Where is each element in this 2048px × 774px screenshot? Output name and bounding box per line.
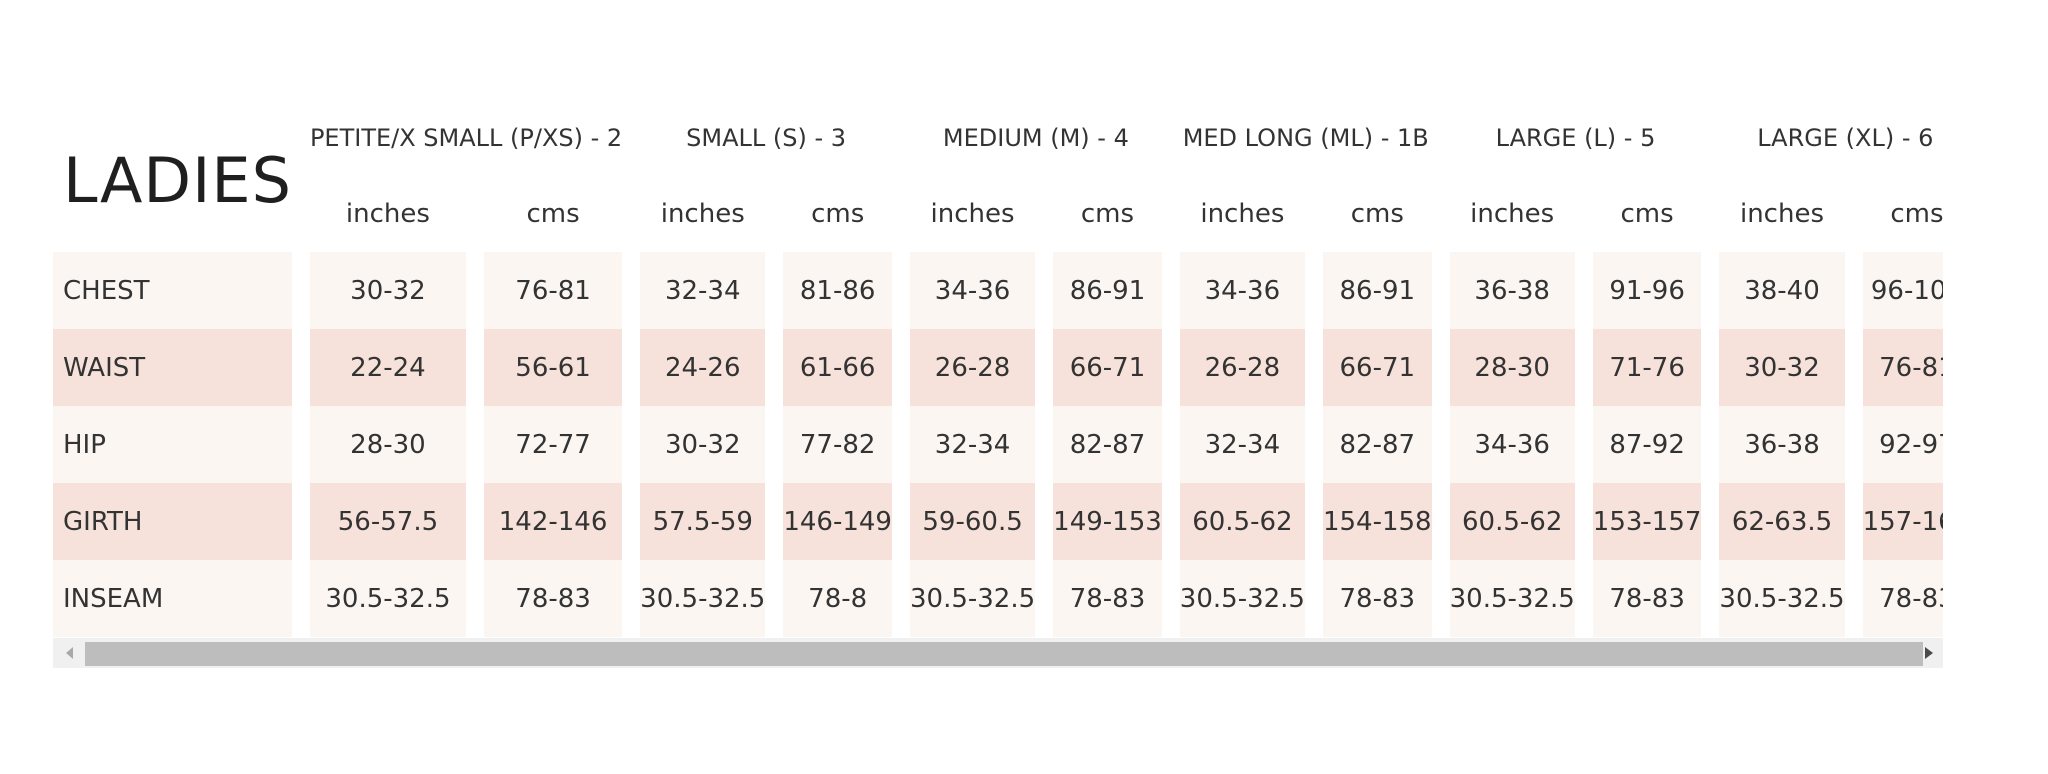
- inches-value-cell: 22-24: [309, 329, 466, 406]
- inches-value-cell: 32-34: [909, 406, 1036, 483]
- cms-value-cell: 86-91: [1322, 252, 1432, 329]
- inches-value-cell: 60.5-62: [1179, 483, 1305, 560]
- inches-value-cell: 30.5-32.5: [640, 560, 766, 637]
- measurement-label: INSEAM: [53, 560, 292, 637]
- cms-value-cell: 56-61: [483, 329, 623, 406]
- unit-cms-header: cms: [811, 199, 865, 229]
- cms-value-cell: 78-83: [1592, 560, 1702, 637]
- unit-cms-header: cms: [1620, 199, 1674, 229]
- unit-inches-header: inches: [1739, 199, 1825, 229]
- cms-value-cell: 78-83: [483, 560, 623, 637]
- table-row: GIRTH 56-57.5 142-146 57.5-59 146-149 59-60.5…: [53, 483, 1943, 560]
- cms-value-cell: 153-157: [1592, 483, 1702, 560]
- cms-value-cell: 71-76: [1592, 329, 1702, 406]
- measurement-label: GIRTH: [53, 483, 292, 560]
- inches-value-cell: 30.5-32.5: [1719, 560, 1845, 637]
- unit-header-row: inches cms inches cms inches cms inches …: [53, 176, 1943, 252]
- cms-value-cell: 82-87: [1322, 406, 1432, 483]
- inches-value-cell: 34-36: [1179, 252, 1305, 329]
- unit-inches-header: inches: [1200, 199, 1285, 229]
- cms-value-cell: 72-77: [483, 406, 623, 483]
- cms-value-cell: 91-96: [1592, 252, 1702, 329]
- inches-value-cell: 32-34: [1179, 406, 1305, 483]
- size-header: LARGE (XL) - 6: [1757, 124, 1934, 152]
- size-header: SMALL (S) - 3: [686, 124, 847, 152]
- chart-title: LADIES: [63, 144, 292, 217]
- size-chart-viewport: LADIES PETITE/X SMALL (P/XS) - 2 SMALL (…: [53, 100, 1943, 668]
- cms-value-cell: 81-86: [783, 252, 892, 329]
- cms-value-cell: 92-97: [1862, 406, 1943, 483]
- cms-value-cell: 78-8: [783, 560, 892, 637]
- inches-value-cell: 26-28: [909, 329, 1036, 406]
- unit-cms-header: cms: [1350, 199, 1404, 229]
- inches-value-cell: 36-38: [1449, 252, 1575, 329]
- inches-value-cell: 32-34: [640, 252, 766, 329]
- inches-value-cell: 30-32: [309, 252, 466, 329]
- table-row: CHEST 30-32 76-81 32-34 81-86 34-36 86-91 34-36…: [53, 252, 1943, 329]
- table-row: HIP 28-30 72-77 30-32 77-82 32-34 82-87 32-34 82…: [53, 406, 1943, 483]
- unit-inches-header: inches: [660, 199, 745, 229]
- cms-value-cell: 78-83: [1862, 560, 1943, 637]
- size-header: LARGE (L) - 5: [1495, 124, 1656, 152]
- unit-inches-header: inches: [930, 199, 1015, 229]
- inches-value-cell: 62-63.5: [1719, 483, 1845, 560]
- inches-value-cell: 28-30: [309, 406, 466, 483]
- unit-inches-header: inches: [1470, 199, 1555, 229]
- measurement-label: WAIST: [53, 329, 292, 406]
- inches-value-cell: 26-28: [1179, 329, 1305, 406]
- inches-value-cell: 28-30: [1449, 329, 1575, 406]
- inches-value-cell: 34-36: [1449, 406, 1575, 483]
- inches-value-cell: 59-60.5: [909, 483, 1036, 560]
- inches-value-cell: 30.5-32.5: [909, 560, 1036, 637]
- unit-cms-header: cms: [1080, 199, 1135, 229]
- cms-value-cell: 86-91: [1053, 252, 1162, 329]
- scroll-thumb[interactable]: [85, 642, 1923, 666]
- unit-cms-header: cms: [526, 199, 580, 229]
- inches-value-cell: 60.5-62: [1449, 483, 1575, 560]
- cms-value-cell: 142-146: [483, 483, 623, 560]
- cms-value-cell: 77-82: [783, 406, 892, 483]
- inches-value-cell: 57.5-59: [640, 483, 766, 560]
- table-row: WAIST 22-24 56-61 24-26 61-66 26-28 66-71 26-28…: [53, 329, 1943, 406]
- cms-value-cell: 96-101: [1862, 252, 1943, 329]
- inches-value-cell: 30-32: [1719, 329, 1845, 406]
- cms-value-cell: 149-153: [1053, 483, 1162, 560]
- size-header-row: LADIES PETITE/X SMALL (P/XS) - 2 SMALL (…: [53, 100, 1943, 212]
- inches-value-cell: 30-32: [640, 406, 766, 483]
- unit-inches-header: inches: [345, 199, 430, 229]
- inches-value-cell: 30.5-32.5: [1179, 560, 1305, 637]
- inches-value-cell: 24-26: [640, 329, 766, 406]
- cms-value-cell: 82-87: [1053, 406, 1162, 483]
- inches-value-cell: 30.5-32.5: [1449, 560, 1575, 637]
- ladies-size-chart: LADIES PETITE/X SMALL (P/XS) - 2 SMALL (…: [53, 100, 1943, 637]
- inches-value-cell: 30.5-32.5: [309, 560, 466, 637]
- inches-value-cell: 34-36: [909, 252, 1036, 329]
- cms-value-cell: 146-149: [783, 483, 892, 560]
- cms-value-cell: 61-66: [783, 329, 892, 406]
- scroll-left-arrow-icon[interactable]: [66, 647, 73, 659]
- cms-value-cell: 87-92: [1592, 406, 1702, 483]
- table-row: INSEAM 30.5-32.5 78-83 30.5-32.5 78-8 30.5-32…: [53, 560, 1943, 637]
- cms-value-cell: 78-83: [1053, 560, 1162, 637]
- size-chart-body: CHEST 30-32 76-81 32-34 81-86 34-36 86-91 34-36…: [53, 252, 1943, 637]
- size-header: MEDIUM (M) - 4: [942, 124, 1129, 152]
- size-header: MED LONG (ML) - 1B: [1182, 124, 1429, 152]
- size-header: PETITE/X SMALL (P/XS) - 2: [309, 124, 623, 152]
- inches-value-cell: 56-57.5: [309, 483, 466, 560]
- inches-value-cell: 38-40: [1719, 252, 1845, 329]
- cms-value-cell: 66-71: [1322, 329, 1432, 406]
- cms-value-cell: 76-81: [483, 252, 623, 329]
- cms-value-cell: 154-158: [1322, 483, 1432, 560]
- horizontal-scrollbar[interactable]: [53, 638, 1943, 668]
- cms-value-cell: 76-81: [1862, 329, 1943, 406]
- cms-value-cell: 66-71: [1053, 329, 1162, 406]
- measurement-label: HIP: [53, 406, 292, 483]
- inches-value-cell: 36-38: [1719, 406, 1845, 483]
- cms-value-cell: 157-161: [1862, 483, 1943, 560]
- cms-value-cell: 78-83: [1322, 560, 1432, 637]
- unit-cms-header: cms: [1890, 199, 1943, 229]
- measurement-label: CHEST: [53, 252, 292, 329]
- scroll-right-arrow-icon[interactable]: [1925, 647, 1933, 659]
